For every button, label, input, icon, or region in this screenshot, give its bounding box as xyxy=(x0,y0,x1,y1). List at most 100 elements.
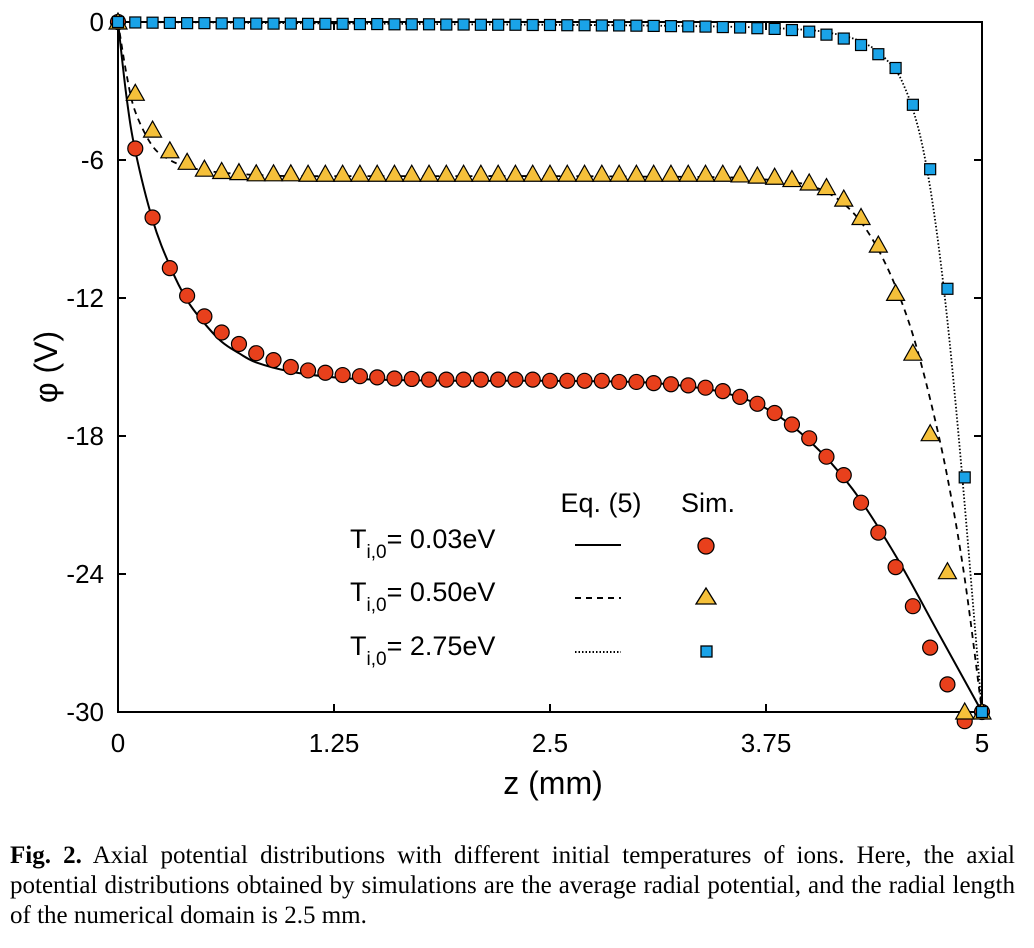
sim-marker-square xyxy=(319,17,332,30)
sim-marker-triangle xyxy=(332,164,353,182)
sim-marker-triangle xyxy=(194,158,215,177)
sim-marker-circle xyxy=(507,371,524,388)
sim-marker-triangle xyxy=(799,172,820,191)
legend-label-2-main: T xyxy=(350,631,367,661)
sim-marker-square xyxy=(543,18,557,32)
sim-marker-circle xyxy=(749,395,766,412)
sim-marker-triangle xyxy=(436,164,457,182)
sim-marker-circle xyxy=(127,140,144,157)
sim-marker-triangle xyxy=(730,164,751,183)
sim-marker-square xyxy=(250,17,263,30)
sim-marker-square xyxy=(405,18,418,31)
legend-label-0-main: T xyxy=(350,524,367,554)
sim-marker-circle xyxy=(403,370,420,388)
sim-marker-triangle xyxy=(885,283,906,301)
sim-marker-triangle xyxy=(902,342,923,361)
sim-marker-square xyxy=(440,18,453,31)
sim-marker-triangle xyxy=(643,164,664,182)
sim-marker-triangle xyxy=(678,164,699,182)
sim-marker-square xyxy=(716,20,729,34)
sim-marker-square xyxy=(388,18,401,31)
sim-marker-square xyxy=(924,163,937,176)
sim-marker-square xyxy=(733,21,747,34)
sim-marker-triangle xyxy=(246,163,267,182)
sim-marker-triangle xyxy=(522,164,543,182)
sim-marker-square xyxy=(837,32,850,45)
sim-marker-circle xyxy=(887,558,904,576)
sim-marker-circle xyxy=(697,379,714,396)
y-tick-label: -18 xyxy=(66,421,104,451)
sim-marker-triangle xyxy=(868,234,889,253)
sim-marker-triangle xyxy=(505,164,526,182)
sim-marker-square xyxy=(353,17,367,31)
x-tick-label: 5 xyxy=(975,728,989,758)
legend-label-1-value: = 0.50eV xyxy=(387,577,496,607)
sim-marker-square xyxy=(751,22,764,35)
sim-marker-triangle xyxy=(470,164,491,182)
model-curves xyxy=(117,21,983,713)
legend-label-2-sub: i,0 xyxy=(367,649,387,670)
sim-marker-circle xyxy=(559,372,576,389)
sim-marker-triangle xyxy=(557,164,578,182)
sim-marker-triangle xyxy=(574,164,595,182)
sim-marker-circle xyxy=(420,371,438,388)
legend-label-1: Ti,0= 0.50eV xyxy=(350,577,495,616)
x-axis-label: z (mm) xyxy=(503,765,603,801)
sim-marker-triangle xyxy=(419,164,440,182)
model-curve-dashed xyxy=(117,21,983,713)
sim-marker-circle xyxy=(230,335,248,353)
sim-marker-circle xyxy=(835,467,852,484)
sim-marker-triangle xyxy=(747,165,768,184)
sim-marker-square xyxy=(301,17,315,30)
sim-marker-square xyxy=(785,23,799,37)
sim-marker-triangle xyxy=(125,83,146,101)
sim-marker-triangle xyxy=(349,164,370,182)
sim-marker-circle xyxy=(904,598,921,615)
sim-marker-circle xyxy=(161,260,178,277)
caption-label: Fig. 2. xyxy=(10,842,82,869)
legend: Eq. (5) Sim. Ti,0= 0.03eV Ti,0= 0.50eV T… xyxy=(350,488,735,670)
sim-marker-triangle xyxy=(263,163,284,182)
sim-marker-square xyxy=(768,22,781,35)
sim-marker-square xyxy=(336,17,349,30)
sim-marker-square xyxy=(561,19,574,32)
sim-marker-square xyxy=(181,17,194,30)
sim-marker-square xyxy=(163,16,176,30)
sim-marker-circle xyxy=(299,362,317,379)
sim-marker-square xyxy=(595,19,608,32)
sim-marker-triangle xyxy=(159,140,180,159)
sim-marker-circle xyxy=(524,371,541,388)
sim-marker-circle xyxy=(282,358,299,376)
sim-marker-circle xyxy=(766,404,783,422)
sim-marker-triangle xyxy=(539,164,561,182)
y-tick-label: -24 xyxy=(66,559,104,589)
sim-marker-circle xyxy=(541,372,559,389)
legend-label-1-main: T xyxy=(350,577,367,607)
sim-marker-square xyxy=(699,20,712,33)
sim-marker-circle xyxy=(714,383,731,400)
sim-marker-triangle xyxy=(954,701,975,720)
sim-marker-square xyxy=(129,16,142,29)
sim-marker-circle xyxy=(472,371,489,388)
sim-marker-circle xyxy=(490,371,507,388)
sim-marker-square xyxy=(613,19,626,32)
y-axis-label: φ (V) xyxy=(28,331,64,403)
sim-marker-circle xyxy=(386,370,403,387)
x-tick-label: 3.75 xyxy=(741,728,792,758)
sim-marker-triangle xyxy=(488,164,509,182)
sim-marker-square xyxy=(958,471,971,484)
legend-label-2: Ti,0= 2.75eV xyxy=(350,631,495,670)
sim-marker-triangle xyxy=(280,163,301,182)
caption-text: Axial potential distributions with diffe… xyxy=(10,842,1015,929)
sim-marker-circle xyxy=(196,308,213,325)
sim-marker-square xyxy=(284,17,297,30)
sim-marker-square xyxy=(457,18,470,31)
legend-label-0: Ti,0= 0.03eV xyxy=(350,524,495,563)
sim-marker-triangle xyxy=(315,164,336,182)
x-tick-label: 0 xyxy=(111,728,125,758)
sim-marker-square xyxy=(146,16,159,29)
sim-marker-triangle xyxy=(591,164,612,182)
sim-marker-square xyxy=(371,17,384,31)
sim-marker-circle xyxy=(939,676,956,693)
sim-marker-circle xyxy=(369,369,386,386)
